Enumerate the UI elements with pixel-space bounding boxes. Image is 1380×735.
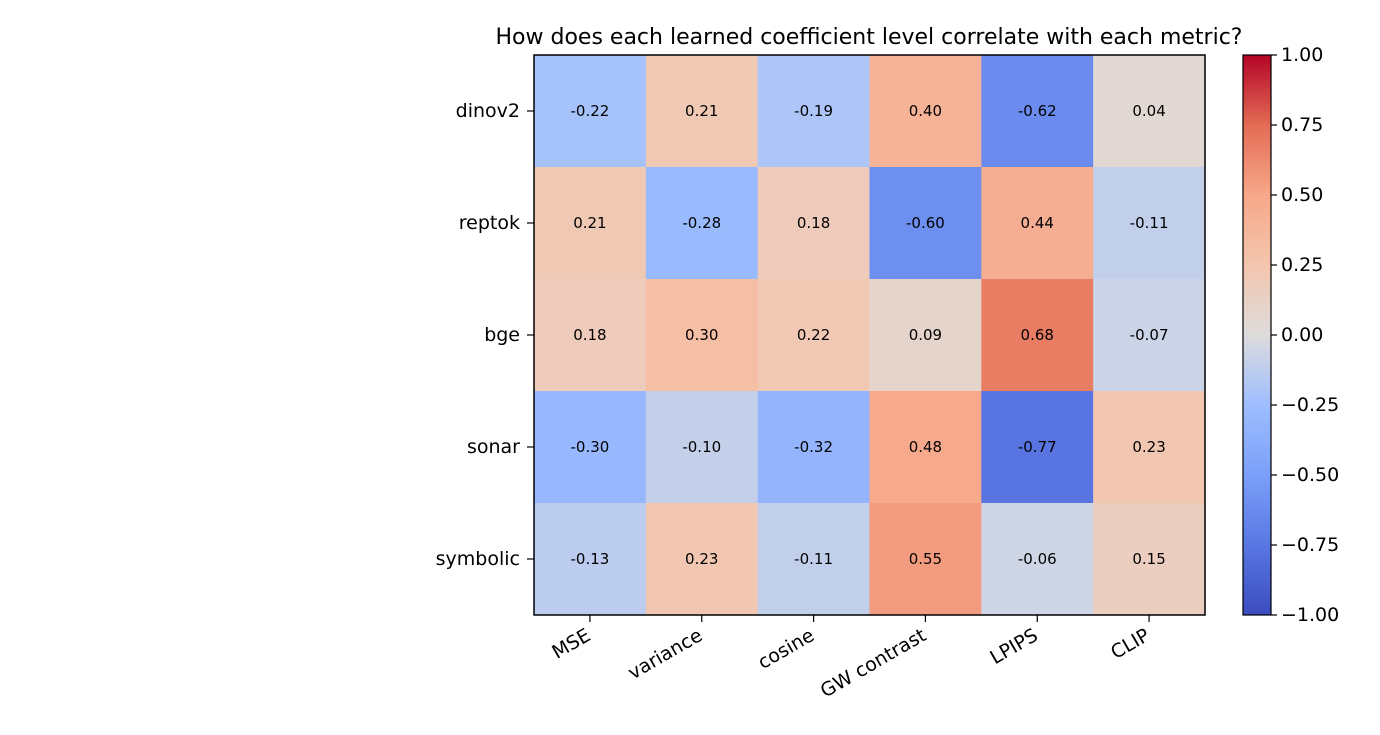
- heatmap-cell: [645, 167, 759, 280]
- colorbar-tick-label: 0.25: [1281, 254, 1323, 276]
- cell-value-label: -0.30: [571, 438, 610, 456]
- cell-value-label: 0.21: [685, 102, 718, 120]
- column-label: cosine: [754, 624, 818, 674]
- cell-value-labels: -0.22 0.21 -0.19 0.40 -0.62 0.04 0.21 -0.28 0.18…: [571, 102, 1169, 568]
- colorbar-tick-label: 0.75: [1281, 114, 1323, 136]
- heatmap-cell: [534, 391, 647, 504]
- cell-value-label: 0.40: [909, 102, 942, 120]
- cell-value-label: -0.11: [794, 550, 833, 568]
- heatmap-cell: [757, 55, 870, 168]
- cell-value-label: -0.22: [571, 102, 610, 120]
- heatmap-cell: [1093, 503, 1206, 616]
- heatmap-cell: [757, 391, 870, 504]
- cell-value-label: 0.44: [1021, 214, 1054, 232]
- colorbar: [1242, 54, 1272, 616]
- heatmap-cell: [534, 55, 647, 168]
- cell-value-label: -0.77: [1018, 438, 1057, 456]
- heatmap-cell: [869, 503, 982, 616]
- colorbar-tick-label: −0.75: [1281, 534, 1339, 556]
- cell-value-label: -0.10: [682, 438, 721, 456]
- cell-value-label: -0.62: [1018, 102, 1057, 120]
- colorbar-tick-label: −0.25: [1281, 394, 1339, 416]
- cell-value-label: -0.19: [794, 102, 833, 120]
- heatmap-cell: [1093, 391, 1206, 504]
- cell-value-label: -0.11: [1130, 214, 1169, 232]
- heatmap-cell: [757, 503, 870, 616]
- cell-value-label: -0.13: [571, 550, 610, 568]
- heatmap-cell: [869, 279, 982, 392]
- row-label: sonar: [467, 436, 520, 458]
- colorbar-tick-label: −0.50: [1281, 464, 1339, 486]
- heatmap-cell: [869, 391, 982, 504]
- colorbar-tick-label: 0.00: [1281, 324, 1323, 346]
- cell-value-label: 0.18: [573, 326, 606, 344]
- cell-value-label: -0.07: [1130, 326, 1169, 344]
- cell-value-label: 0.09: [909, 326, 942, 344]
- heatmap-cell: [981, 279, 1094, 392]
- cell-value-label: 0.30: [685, 326, 718, 344]
- colorbar-tick-label: 1.00: [1281, 44, 1323, 66]
- heatmap-cell: [757, 167, 870, 280]
- heatmap-cell: [757, 279, 870, 392]
- heatmap-cell: [534, 167, 647, 280]
- heatmap-cell: [869, 167, 982, 280]
- cell-value-label: -0.28: [682, 214, 721, 232]
- column-label: variance: [624, 624, 706, 684]
- row-label: bge: [484, 324, 520, 346]
- heatmap-cell: [981, 55, 1094, 168]
- row-label: dinov2: [456, 100, 520, 122]
- cell-value-label: 0.18: [797, 214, 830, 232]
- heatmap-cell: [1093, 55, 1206, 168]
- heatmap-cell: [534, 503, 647, 616]
- cell-value-label: 0.15: [1132, 550, 1165, 568]
- heatmap-cell: [1093, 167, 1206, 280]
- heatmap-cell: [981, 503, 1094, 616]
- row-tick-labels: dinov2 reptok bge sonar symbolic: [436, 100, 534, 570]
- colorbar-tick-label: −1.00: [1281, 604, 1339, 626]
- column-label: LPIPS: [986, 624, 1041, 669]
- cell-value-label: -0.60: [906, 214, 945, 232]
- heatmap-cell: [869, 55, 982, 168]
- heatmap-cell: [981, 167, 1094, 280]
- colorbar-ticks: 1.00 0.75 0.50 0.25 0.00 −0.25 −0.50 −0.75 −1.00: [1271, 44, 1339, 626]
- column-label: MSE: [548, 624, 594, 663]
- cell-value-label: 0.55: [909, 550, 942, 568]
- heatmap-cell: [1093, 279, 1206, 392]
- heatmap-cell: [645, 55, 759, 168]
- cell-value-label: 0.48: [909, 438, 942, 456]
- heatmap-cell: [645, 279, 759, 392]
- cell-value-label: -0.06: [1018, 550, 1057, 568]
- chart-title: How does each learned coefficient level …: [496, 25, 1243, 50]
- heatmap-cell: [645, 391, 759, 504]
- cell-value-label: 0.22: [797, 326, 830, 344]
- heatmap-cell: [645, 503, 759, 616]
- heatmap-cell: [534, 279, 647, 392]
- cell-value-label: 0.21: [573, 214, 606, 232]
- cell-value-label: 0.23: [1132, 438, 1165, 456]
- colorbar-tick-label: 0.50: [1281, 184, 1323, 206]
- row-label: symbolic: [436, 548, 520, 570]
- cell-value-label: 0.04: [1132, 102, 1165, 120]
- cell-value-label: -0.32: [794, 438, 833, 456]
- cell-value-label: 0.68: [1021, 326, 1054, 344]
- heatmap-cells: [534, 55, 1206, 616]
- row-label: reptok: [459, 212, 520, 234]
- cell-value-label: 0.23: [685, 550, 718, 568]
- heatmap-cell: [981, 391, 1094, 504]
- column-label: GW contrast: [817, 624, 930, 702]
- column-label: CLIP: [1107, 624, 1153, 664]
